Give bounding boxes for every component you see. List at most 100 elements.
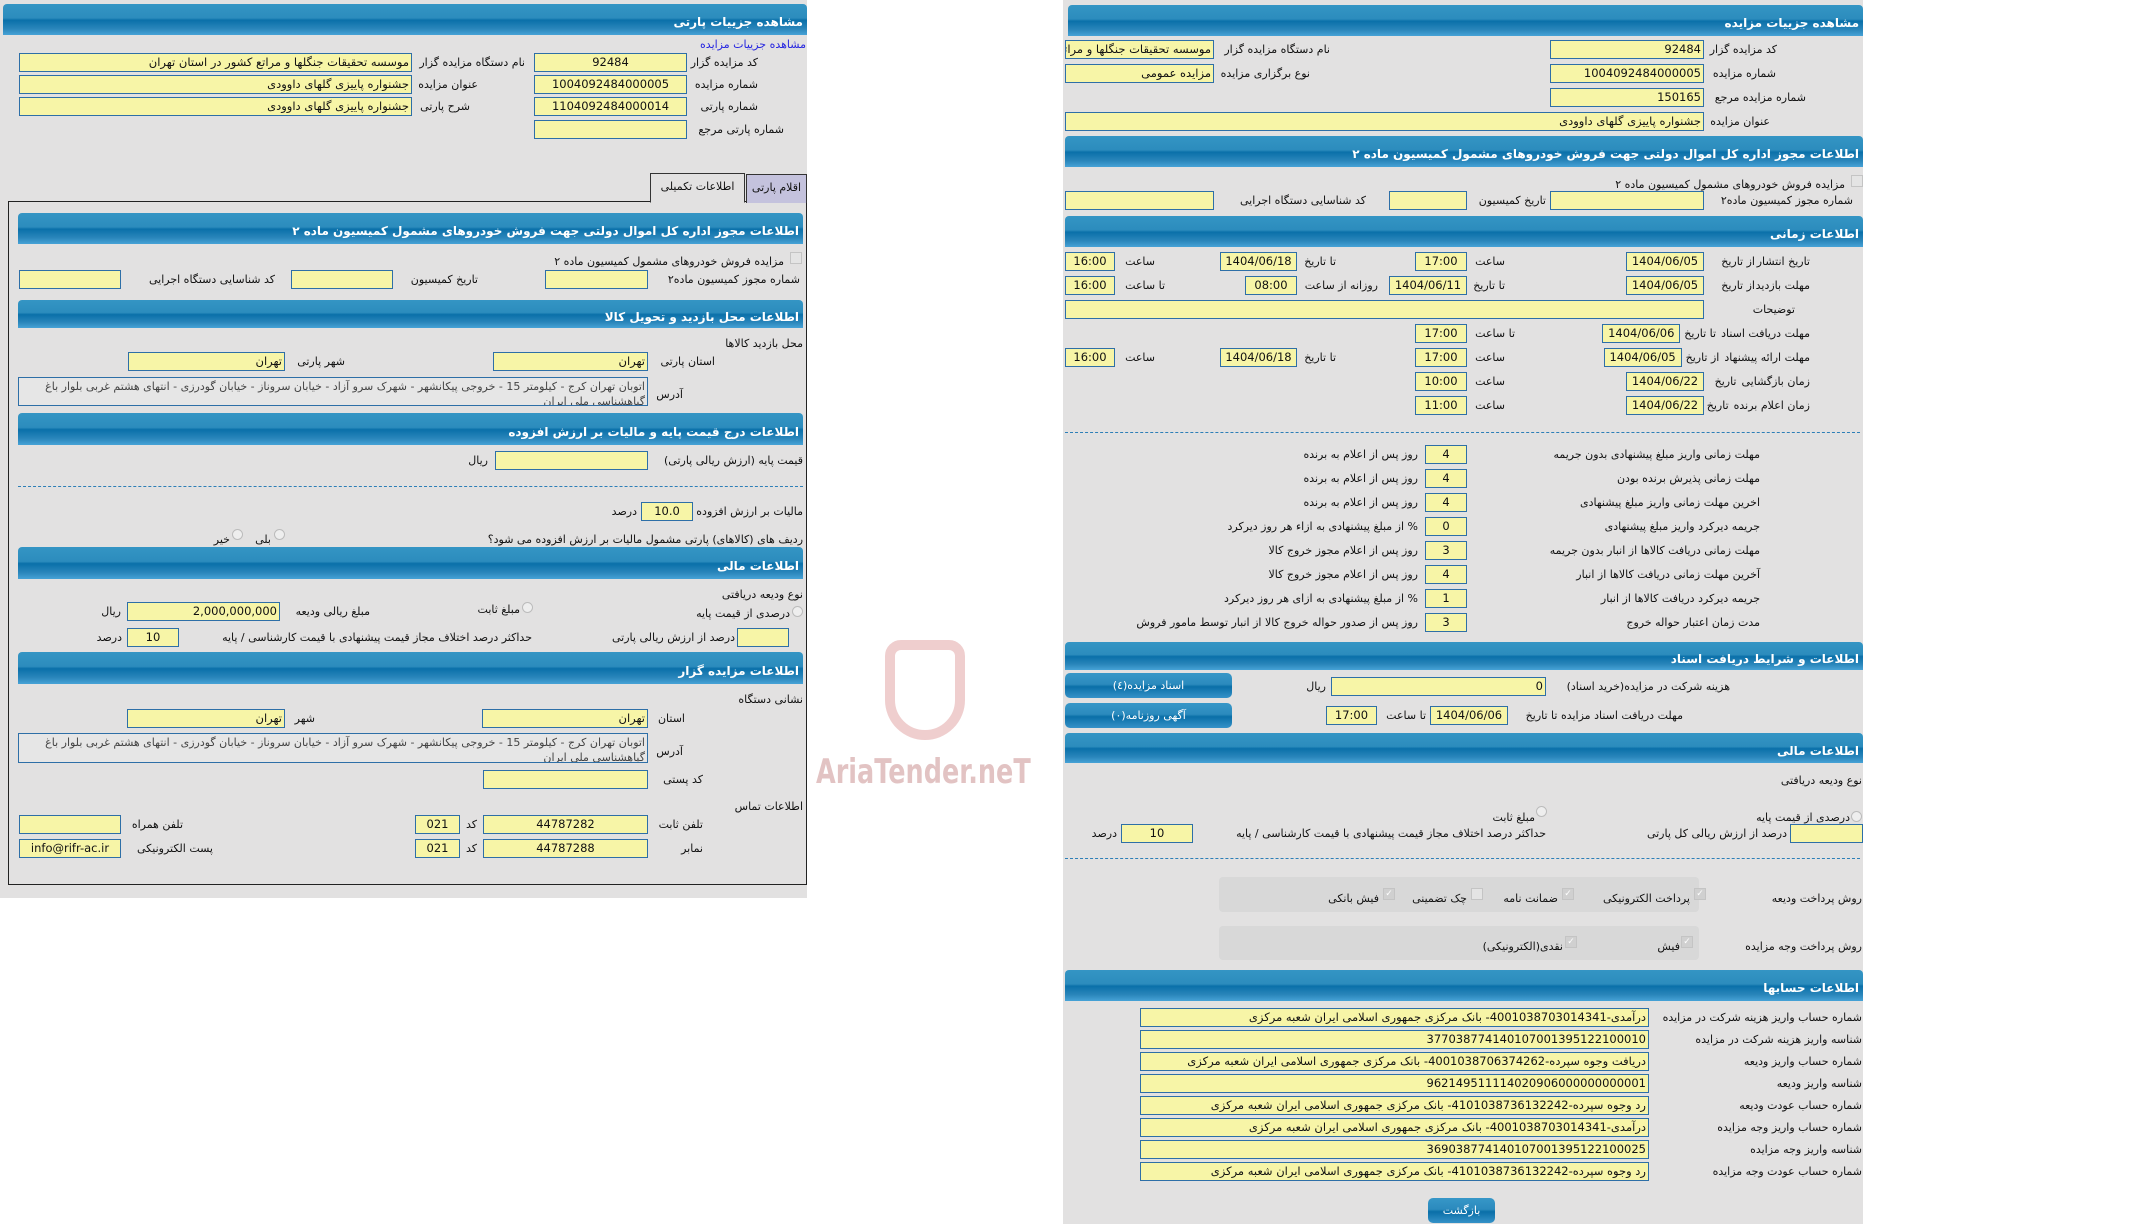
- opening-time[interactable]: 10:00: [1415, 372, 1467, 391]
- rule-value-field[interactable]: 3: [1425, 541, 1467, 560]
- winner-date[interactable]: 1404/06/22: [1626, 396, 1704, 415]
- party-address-field[interactable]: اتوبان تهران کرج - کیلومتر 15 - خروجی پی…: [18, 377, 648, 406]
- docs-deadline-time-field[interactable]: 17:00: [1326, 706, 1377, 725]
- newspaper-ads-button[interactable]: آگهی روزنامه(٠): [1065, 703, 1232, 728]
- vehicle-sale-checkbox[interactable]: [790, 252, 802, 264]
- auction-title-field[interactable]: جشنواره پاییزی گلهای داوودی: [19, 75, 412, 94]
- docs-deadline-time[interactable]: 17:00: [1415, 324, 1467, 343]
- rule-value-field[interactable]: 4: [1425, 445, 1467, 464]
- commission-date-field[interactable]: [1389, 191, 1467, 210]
- rule-value-field[interactable]: 3: [1425, 613, 1467, 632]
- auction-number-field[interactable]: 1004092484000005: [534, 75, 687, 94]
- rule-value-field[interactable]: 0: [1425, 517, 1467, 536]
- percent-of-base-radio[interactable]: [1851, 811, 1862, 822]
- fax-code-field[interactable]: 021: [415, 839, 460, 858]
- deposit-amount-field[interactable]: 2,000,000,000: [127, 602, 280, 621]
- publish-from-date[interactable]: 1404/06/05: [1626, 252, 1704, 271]
- participation-cost-field[interactable]: 0: [1331, 677, 1546, 696]
- deposit-method-checkbox[interactable]: ✓: [1562, 888, 1574, 900]
- account-field[interactable]: درآمدی-4001038703014341- بانک مرکزی جمهو…: [1140, 1118, 1649, 1137]
- offer-from-time[interactable]: 17:00: [1415, 348, 1467, 367]
- rule-value-field[interactable]: 4: [1425, 565, 1467, 584]
- offer-to-time[interactable]: 16:00: [1065, 348, 1115, 367]
- offer-to-date[interactable]: 1404/06/18: [1220, 348, 1297, 367]
- visit-to-date[interactable]: 1404/06/11: [1389, 276, 1467, 295]
- payment-method-checkbox[interactable]: ✓: [1681, 936, 1693, 948]
- vat-yes-radio[interactable]: [274, 529, 285, 540]
- executive-id-field[interactable]: [19, 270, 121, 289]
- tab-supplementary-info[interactable]: اطلاعات تکمیلی: [650, 173, 745, 203]
- party-description-field[interactable]: جشنواره پاییزی گلهای داوودی: [19, 97, 412, 116]
- party-province-field[interactable]: تهران: [493, 352, 648, 371]
- visit-from-date[interactable]: 1404/06/05: [1626, 276, 1704, 295]
- city-field[interactable]: تهران: [127, 709, 285, 728]
- account-field[interactable]: 962149511114020906000000000001: [1140, 1074, 1649, 1093]
- auction-type-field[interactable]: مزایده عمومی: [1065, 64, 1214, 83]
- permit-number-field[interactable]: [1550, 191, 1704, 210]
- winner-time[interactable]: 11:00: [1415, 396, 1467, 415]
- max-difference-field[interactable]: 10: [1121, 824, 1193, 843]
- back-button[interactable]: بازگشت: [1428, 1198, 1495, 1223]
- auction-title-field[interactable]: جشنواره پاییزی گلهای داوودی: [1065, 112, 1704, 131]
- account-field[interactable]: رد وجوه سپرده-4101038736132242- بانک مرک…: [1140, 1162, 1649, 1181]
- deposit-method-checkbox[interactable]: ✓: [1694, 888, 1706, 900]
- executive-id-field[interactable]: [1065, 191, 1214, 210]
- account-field[interactable]: درآمدی-4001038703014341- بانک مرکزی جمهو…: [1140, 1008, 1649, 1027]
- auction-documents-button[interactable]: اسناد مزایده(٤): [1065, 673, 1232, 698]
- fixed-amount-radio[interactable]: [1536, 806, 1547, 817]
- account-field[interactable]: 377038774140107001395122100010: [1140, 1030, 1649, 1049]
- auctioneer-code-field[interactable]: 92484: [534, 53, 687, 72]
- rule-value-field[interactable]: 1: [1425, 589, 1467, 608]
- commission-date-field[interactable]: [291, 270, 393, 289]
- email-field[interactable]: info@rifr-ac.ir: [19, 839, 121, 858]
- party-number-field[interactable]: 1104092484000014: [534, 97, 687, 116]
- party-city-field[interactable]: تهران: [128, 352, 285, 371]
- docs-deadline-date[interactable]: 1404/06/06: [1602, 324, 1681, 343]
- publish-to-date[interactable]: 1404/06/18: [1220, 252, 1297, 271]
- phone-field[interactable]: 44787282: [483, 815, 648, 834]
- auctioneer-address-field[interactable]: اتوبان تهران کرج - کیلومتر 15 - خروجی پی…: [18, 733, 648, 763]
- fixed-amount-radio[interactable]: [522, 602, 533, 613]
- publish-to-time[interactable]: 16:00: [1065, 252, 1115, 271]
- organization-name-field[interactable]: موسسه تحقیقات جنگلها و مراتع کشور در است…: [1065, 40, 1214, 59]
- deposit-method-checkbox[interactable]: ✓: [1383, 888, 1395, 900]
- visit-daily-to[interactable]: 16:00: [1065, 276, 1115, 295]
- mobile-field[interactable]: [19, 815, 121, 834]
- rule-value-field[interactable]: 4: [1425, 469, 1467, 488]
- vehicle-sale-checkbox[interactable]: [1851, 175, 1863, 187]
- account-field[interactable]: 369038774140107001395122100025: [1140, 1140, 1649, 1159]
- vat-no-radio[interactable]: [232, 529, 243, 540]
- organization-name-field[interactable]: موسسه تحقیقات جنگلها و مراتع کشور در است…: [19, 53, 412, 72]
- auction-number-field[interactable]: 1004092484000005: [1550, 64, 1704, 83]
- opening-date[interactable]: 1404/06/22: [1626, 372, 1704, 391]
- phone-code-field[interactable]: 021: [415, 815, 460, 834]
- field-label: نوع ودیعه دریافتی: [721, 588, 803, 601]
- notes-field[interactable]: [1065, 300, 1704, 319]
- postal-code-field[interactable]: [483, 770, 648, 789]
- account-field[interactable]: دریافت وجوه سپرده-4001038706374262- بانک…: [1140, 1052, 1649, 1071]
- percent-of-base-radio[interactable]: [792, 606, 803, 617]
- publish-from-time[interactable]: 17:00: [1415, 252, 1467, 271]
- visit-daily-from[interactable]: 08:00: [1245, 276, 1297, 295]
- docs-deadline-date-field[interactable]: 1404/06/06: [1430, 706, 1508, 725]
- vat-field[interactable]: 10.0: [641, 502, 693, 521]
- reference-party-number-field[interactable]: [534, 120, 687, 139]
- deposit-percent-field[interactable]: [1790, 824, 1863, 843]
- reference-auction-number-field[interactable]: 150165: [1550, 88, 1704, 107]
- view-auction-details-link[interactable]: مشاهده جزییات مزایده: [700, 38, 806, 51]
- fax-field[interactable]: 44787288: [483, 839, 648, 858]
- max-difference-field[interactable]: 10: [127, 628, 179, 647]
- province-field[interactable]: تهران: [482, 709, 648, 728]
- auctioneer-code-field[interactable]: 92484: [1550, 40, 1704, 59]
- deposit-percent-field[interactable]: [737, 628, 789, 647]
- offer-from-date[interactable]: 1404/06/05: [1603, 348, 1682, 367]
- rule-value-field[interactable]: 4: [1425, 493, 1467, 512]
- account-field[interactable]: رد وجوه سپرده-4101038736132242- بانک مرک…: [1140, 1096, 1649, 1115]
- deposit-method-checkbox[interactable]: [1471, 888, 1483, 900]
- base-price-field[interactable]: [495, 451, 648, 470]
- rule-suffix: روز پس از اعلام به برنده: [1303, 472, 1418, 485]
- permit-number-field[interactable]: [545, 270, 648, 289]
- tab-party-items[interactable]: اقلام پارتی: [746, 174, 807, 203]
- payment-method-checkbox[interactable]: ✓: [1565, 936, 1577, 948]
- radio-label: درصدی از قیمت پایه: [696, 607, 790, 620]
